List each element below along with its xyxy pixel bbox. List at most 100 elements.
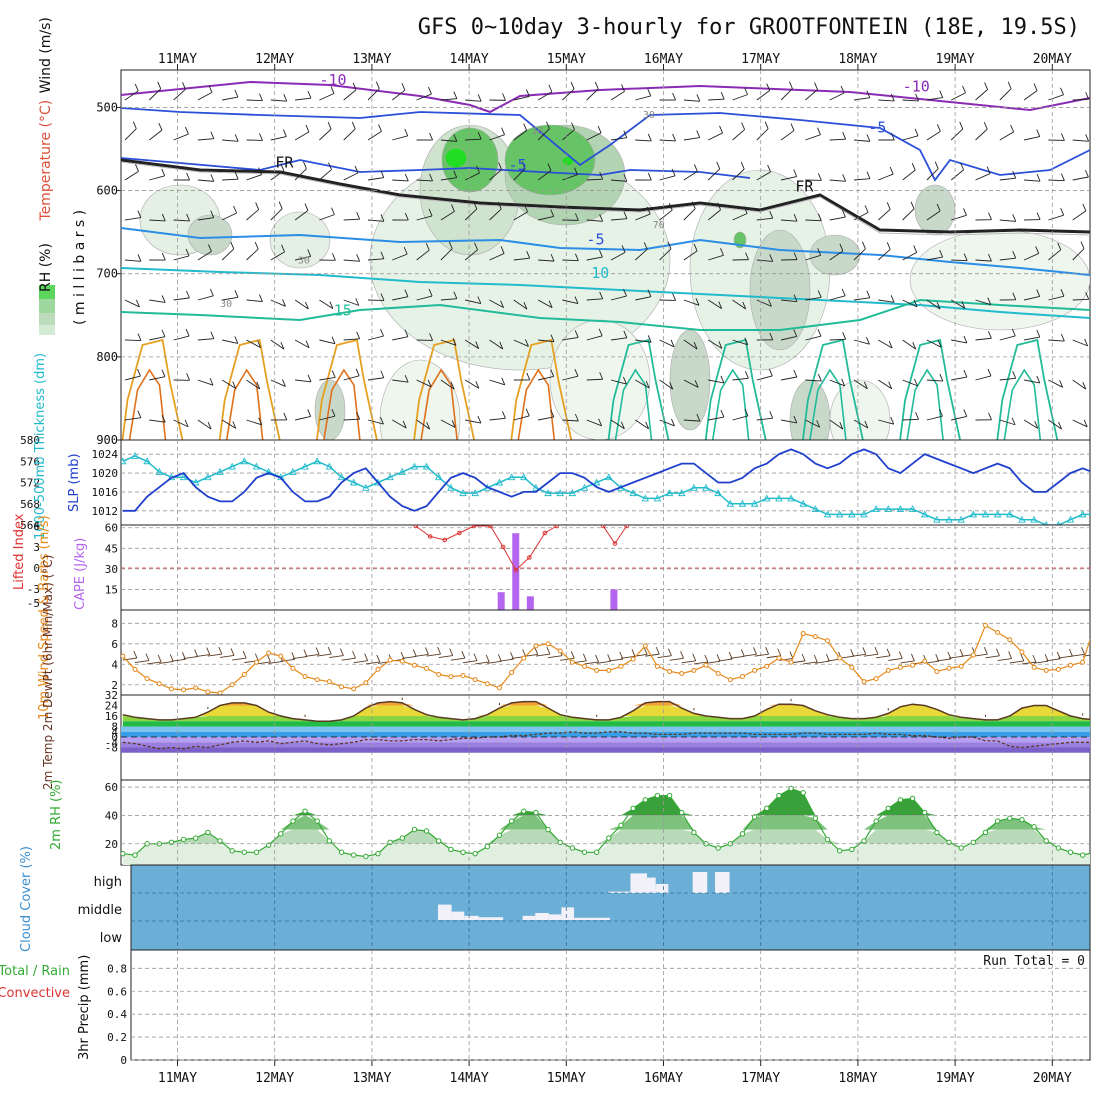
thickness-point	[629, 489, 637, 497]
wind-barb-flag	[230, 241, 235, 250]
wind-barb	[343, 259, 360, 262]
wind-barb	[392, 179, 409, 182]
wind-barb	[465, 99, 482, 102]
rh-point	[229, 848, 235, 854]
li-point	[457, 530, 462, 536]
wind-barb	[513, 168, 526, 181]
surface-barb-flag	[692, 653, 697, 662]
wind-barb-flag	[599, 214, 604, 222]
wind-barb-flag	[305, 124, 310, 133]
wind-barb	[246, 174, 262, 181]
isotherm-label: -5	[868, 118, 886, 136]
wind-barb-flag	[355, 298, 360, 306]
wind-speed-point	[557, 648, 563, 654]
upper-air-grid	[121, 70, 1090, 440]
wind-barb	[635, 379, 650, 389]
surface-barb-flag	[1068, 648, 1073, 657]
wind-barb-flag	[574, 369, 579, 377]
surface-barb	[851, 653, 866, 657]
wind-barb	[1072, 419, 1088, 428]
thickness-point	[301, 462, 309, 470]
wind-speed-point	[825, 638, 831, 644]
wind-barb	[877, 208, 891, 221]
wind-barb-flag	[208, 85, 213, 93]
wind-barb-flag	[137, 210, 142, 218]
thickness-point	[422, 462, 431, 470]
slp-tick: 1024	[92, 448, 119, 461]
surface-barb-flag	[874, 646, 879, 655]
wind-barb	[926, 299, 941, 310]
wind-barb-flag	[259, 93, 263, 101]
wind-barb-flag	[330, 86, 335, 94]
wind-barb-flag	[717, 202, 721, 211]
upper-air-ylabel: RH (%) Temperature (°C) Wind (m/s)	[38, 17, 54, 292]
surface-barb	[948, 655, 964, 659]
wind-barb-flag	[259, 133, 263, 141]
surface-barb-flag	[546, 646, 551, 655]
wind-barb	[465, 419, 481, 424]
wind-barb	[513, 339, 529, 347]
wind-barb-flag	[987, 331, 992, 339]
rh-point	[666, 792, 673, 799]
wind-speed-point	[181, 687, 187, 693]
wind-barb	[586, 419, 602, 427]
wind-barb	[148, 88, 162, 101]
wind-barb	[149, 336, 166, 341]
date-label-bottom: 15MAY	[547, 1071, 586, 1086]
wind-barb	[221, 379, 236, 389]
wind-barb-flag	[210, 174, 215, 182]
wind-barb-flag	[936, 301, 941, 310]
date-label-bottom: 19MAY	[936, 1071, 975, 1086]
wind-barb-flag	[915, 412, 919, 420]
wind-barb	[197, 251, 212, 261]
wind-barb	[732, 94, 748, 101]
wind-barb-flag	[185, 328, 190, 337]
isotherm-label: 15	[334, 301, 352, 319]
wind-barb-flag	[280, 163, 285, 171]
surface-barb-flag	[996, 648, 1000, 657]
wind-barb-flag	[209, 378, 214, 386]
wind-barb-flag	[550, 369, 555, 377]
surface-barb	[876, 655, 891, 659]
surface-barb	[1095, 656, 1100, 658]
wind-speed-point	[496, 685, 502, 691]
thickness-point	[228, 462, 236, 470]
surface-barb-flag	[911, 653, 915, 662]
wind-barb-flag	[186, 213, 190, 222]
rh-point	[1067, 849, 1074, 855]
wind-barb-flag	[766, 83, 771, 91]
date-label-top: 18MAY	[838, 52, 877, 67]
wind-barb-flag	[888, 340, 893, 349]
wind-barb-flag	[331, 370, 336, 378]
wind-tick: 2	[111, 679, 118, 692]
wind-speed-point	[752, 667, 758, 673]
thickness-point	[532, 483, 540, 491]
wind-barb	[562, 129, 575, 141]
thickness-point	[714, 489, 722, 497]
wind-barb	[902, 339, 916, 350]
thickness-tick: 572	[20, 477, 40, 490]
wind-barb-flag	[327, 121, 332, 130]
thickness-point	[447, 483, 455, 491]
wind-barb-flag	[668, 202, 673, 211]
wind-barb	[878, 379, 892, 390]
wind-barb	[246, 419, 262, 426]
wind-speed-point	[885, 667, 891, 673]
surface-barb-flag	[935, 654, 940, 662]
thickness-point	[1092, 511, 1098, 517]
wind-speed-point	[703, 662, 709, 668]
wind-speed-point	[1093, 623, 1097, 627]
wind-barb	[999, 377, 1016, 381]
surface-barb-flag	[716, 654, 721, 662]
warm-isotherm-inner	[906, 368, 944, 440]
wind-barb	[610, 252, 626, 261]
surface-barb-flag	[765, 646, 770, 655]
wind-barb	[683, 419, 700, 422]
wind-barb	[392, 296, 409, 301]
rh-point	[812, 815, 819, 821]
thickness-tick: 580	[20, 434, 40, 447]
rh-point	[180, 836, 187, 843]
thickness-point	[763, 494, 771, 502]
warm-isotherm	[704, 338, 767, 440]
slp-tick: 1012	[92, 505, 119, 518]
